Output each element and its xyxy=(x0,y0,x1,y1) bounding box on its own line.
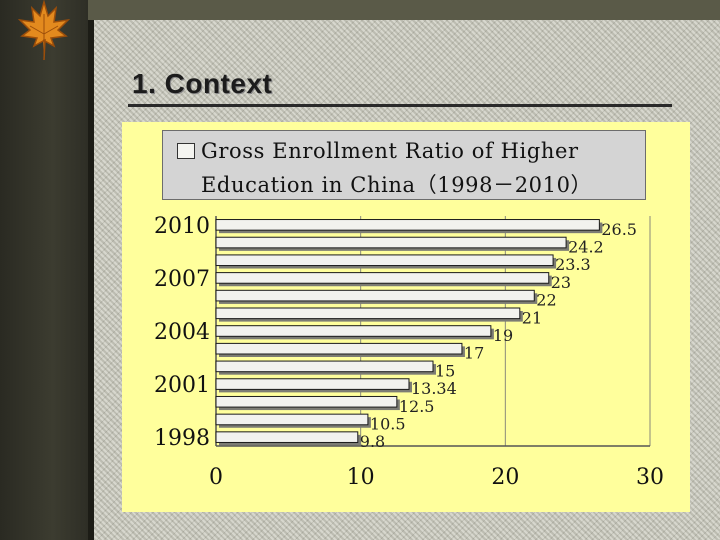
bar-2003 xyxy=(215,342,463,355)
data-label-2000: 12.5 xyxy=(399,397,435,416)
data-label-2004: 19 xyxy=(493,326,513,345)
chart-legend: Gross Enrollment Ratio of Higher Educati… xyxy=(162,130,646,200)
legend-swatch xyxy=(177,143,195,159)
title-underline xyxy=(128,104,672,107)
bar-2004 xyxy=(215,325,492,337)
data-label-1999: 10.5 xyxy=(370,414,406,433)
slide-title: 1. Context xyxy=(132,68,273,99)
y-tick-label-2007: 2007 xyxy=(154,267,210,292)
bar-2010 xyxy=(215,219,600,231)
bar-2001 xyxy=(215,378,410,390)
data-label-2007: 23 xyxy=(551,273,571,292)
bar-1999 xyxy=(215,413,369,426)
data-label-2005: 21 xyxy=(522,308,542,327)
data-label-2008: 23.3 xyxy=(555,255,591,274)
x-tick-label-0: 0 xyxy=(209,465,223,490)
y-tick-label-2010: 2010 xyxy=(154,214,210,239)
left-decorative-bar xyxy=(0,0,88,540)
data-label-2002: 15 xyxy=(435,361,455,380)
data-label-2009: 24.2 xyxy=(568,238,604,257)
legend-label-line2: Education in China（1998－2010） xyxy=(201,173,593,197)
left-bar-shadow xyxy=(88,20,94,540)
bar-2002 xyxy=(215,360,434,373)
bar-2005 xyxy=(215,307,521,320)
bar-2007 xyxy=(215,272,550,284)
x-tick-label-30: 30 xyxy=(636,465,664,490)
bar-2000 xyxy=(215,395,398,408)
bar-2008 xyxy=(215,254,554,267)
x-tick-label-20: 20 xyxy=(491,465,519,490)
data-label-2010: 26.5 xyxy=(601,220,637,239)
y-tick-label-1998: 1998 xyxy=(154,426,210,451)
data-label-2003: 17 xyxy=(464,344,484,363)
data-label-2006: 22 xyxy=(536,291,556,310)
maple-leaf-icon xyxy=(17,0,71,61)
bar-1998 xyxy=(215,431,359,443)
bar-2006 xyxy=(215,289,535,302)
bar-2009 xyxy=(215,236,567,249)
data-label-1998: 9.8 xyxy=(360,432,385,451)
data-label-2001: 13.34 xyxy=(411,379,457,398)
x-tick-label-10: 10 xyxy=(347,465,375,490)
legend-label-line1: Gross Enrollment Ratio of Higher xyxy=(201,139,579,163)
y-tick-label-2004: 2004 xyxy=(154,320,210,345)
y-tick-label-2001: 2001 xyxy=(154,373,210,398)
